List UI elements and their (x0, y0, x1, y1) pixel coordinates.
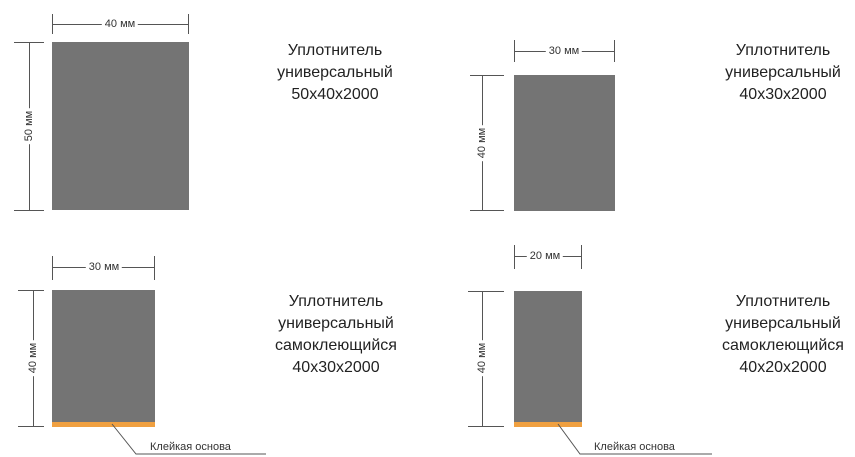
product-caption: Уплотнитель универсальный 40x30x2000 (713, 40, 853, 106)
caption-line: универсальный (278, 315, 394, 332)
dimension-tick (18, 426, 44, 427)
caption-line: самоклеющийся (275, 337, 397, 354)
dimension-tick (470, 75, 504, 76)
caption-line: универсальный (725, 64, 841, 81)
width-label: 30 мм (545, 45, 583, 57)
dimension-tick (514, 245, 515, 269)
caption-line: Уплотнитель (287, 42, 383, 59)
dimension-tick (581, 245, 582, 269)
caption-line: 40x30x2000 (292, 359, 380, 376)
adhesive-strip (514, 422, 582, 427)
caption-line: 40x20x2000 (739, 359, 827, 376)
caption-line: Уплотнитель (288, 293, 384, 310)
width-label: 20 мм (526, 250, 564, 262)
dimension-tick (52, 256, 53, 280)
seal-profile (52, 42, 189, 210)
seal-profile (52, 290, 155, 422)
width-label: 30 мм (85, 261, 123, 273)
adhesive-label: Клейкая основа (594, 441, 675, 453)
caption-line: универсальный (725, 315, 841, 332)
seal-profile (514, 291, 582, 422)
caption-line: 40x30x2000 (739, 86, 827, 103)
product-caption: Уплотнитель универсальный 50x40x2000 (265, 40, 405, 106)
dimension-tick (468, 426, 504, 427)
caption-line: 50x40x2000 (291, 86, 379, 103)
caption-line: Уплотнитель (735, 42, 831, 59)
dimension-tick (470, 210, 504, 211)
width-label: 40 мм (101, 18, 139, 30)
dimension-tick (154, 256, 155, 280)
caption-line: универсальный (277, 64, 393, 81)
adhesive-strip (52, 422, 155, 427)
adhesive-label: Клейкая основа (150, 441, 231, 453)
seal-profile (514, 75, 615, 211)
dimension-tick (18, 290, 44, 291)
caption-line: Уплотнитель (735, 293, 831, 310)
dimension-tick (468, 291, 504, 292)
product-caption: Уплотнитель универсальный самоклеющийся … (713, 291, 853, 379)
dimension-tick (14, 210, 44, 211)
caption-line: самоклеющийся (722, 337, 844, 354)
product-caption: Уплотнитель универсальный самоклеющийся … (266, 291, 406, 379)
